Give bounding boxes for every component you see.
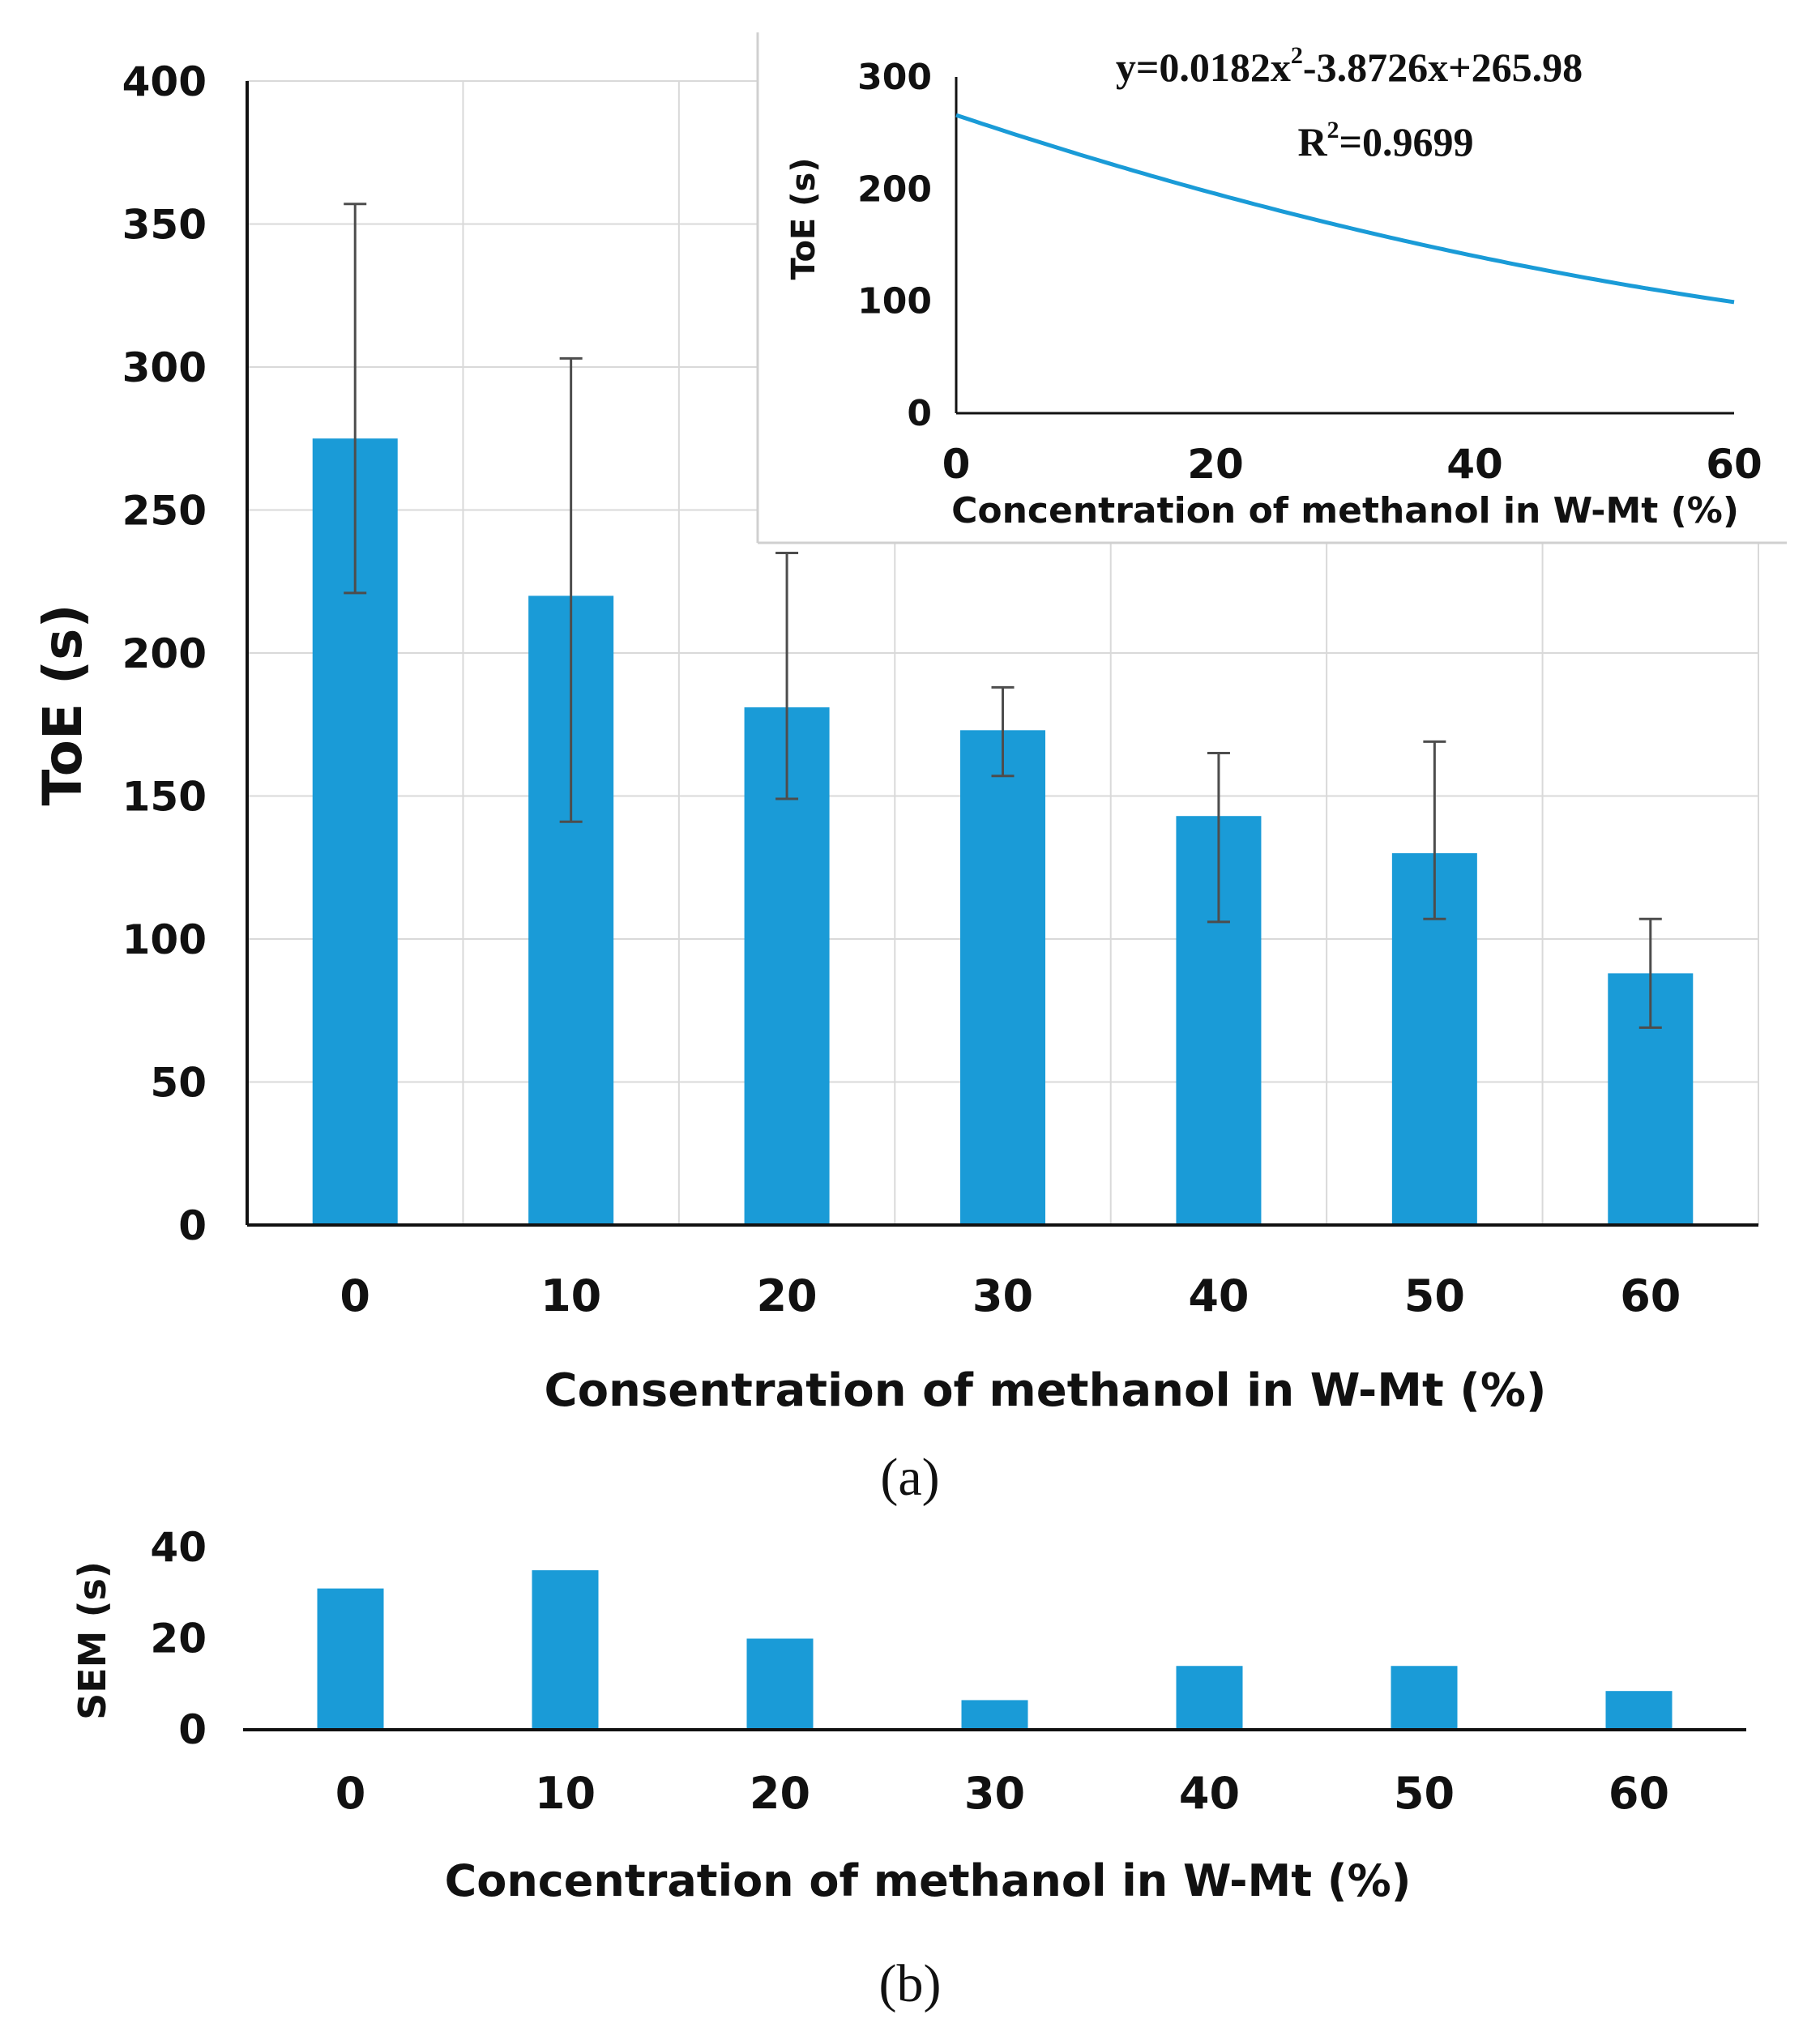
panel-a-y-tick-400: 400 <box>122 58 207 105</box>
inset-x-tick-0: 0 <box>942 441 971 488</box>
inset-y-tick-labels: 0 100 200 300 <box>857 57 932 434</box>
panel-a-y-tick-200: 200 <box>122 630 207 677</box>
panel-a-error-bar-10 <box>559 356 583 823</box>
panel-b-bar-30 <box>961 1700 1028 1730</box>
panel-a-error-bar-40 <box>1207 752 1230 924</box>
panel-b-label: (b) <box>879 1954 942 2013</box>
panel-b-x-tick-60: 60 <box>1609 1768 1669 1819</box>
panel-b-x-tick-30: 30 <box>964 1768 1025 1819</box>
panel-b-bar-40 <box>1176 1666 1243 1730</box>
panel-a-y-tick-350: 350 <box>122 202 207 249</box>
panel-a-error-bar-50 <box>1423 740 1446 920</box>
panel-b-bar-chart: 0 20 40 0 10 20 30 40 50 60 SEM (s) Concentratio… <box>70 1524 1746 2013</box>
panel-a-y-tick-250: 250 <box>122 488 207 535</box>
panel-a-x-axis-label: Consentration of methanol in W-Mt (%) <box>544 1364 1546 1417</box>
panel-b-bar-50 <box>1391 1666 1458 1730</box>
panel-a-error-bar-20 <box>775 551 799 800</box>
panel-b-x-tick-40: 40 <box>1179 1768 1240 1819</box>
panel-a-inset-line-chart: 0 100 200 300 0 20 40 60 ToE (s) Concentration… <box>756 32 1787 544</box>
panel-a-x-tick-60: 60 <box>1620 1270 1681 1321</box>
panel-a-x-tick-30: 30 <box>972 1270 1033 1321</box>
panel-a-error-bar-30 <box>991 685 1015 778</box>
panel-b-y-axis-label: SEM (s) <box>70 1561 114 1720</box>
panel-b-x-tick-20: 20 <box>750 1768 810 1819</box>
panel-b-x-axis-label: Concentration of methanol in W-Mt (%) <box>445 1855 1412 1906</box>
panel-a-error-bar-60 <box>1638 917 1662 1029</box>
panel-a-y-tick-0: 0 <box>178 1202 207 1249</box>
panel-b-bar-0 <box>317 1588 384 1730</box>
panel-b-x-tick-10: 10 <box>535 1768 596 1819</box>
panel-a-y-axis-label: ToE (s) <box>32 604 94 805</box>
inset-x-tick-40: 40 <box>1446 441 1503 488</box>
panel-b-bar-60 <box>1605 1691 1673 1730</box>
inset-fit-curve <box>955 113 1735 305</box>
panel-b-y-tick-0: 0 <box>178 1706 207 1753</box>
panel-a-error-bars <box>344 203 1662 1029</box>
panel-a-y-tick-150: 150 <box>122 774 207 821</box>
panel-b-bars <box>317 1570 1673 1730</box>
panel-a-x-tick-0: 0 <box>340 1270 370 1321</box>
inset-y-tick-200: 200 <box>857 169 932 210</box>
panel-b-y-tick-20: 20 <box>150 1616 207 1663</box>
panel-a-y-tick-labels: 0 50 100 150 200 250 300 350 400 <box>122 58 207 1249</box>
panel-a-x-tick-10: 10 <box>540 1270 601 1321</box>
inset-x-axis-label: Concentration of methanol in W-Mt (%) <box>951 490 1739 531</box>
inset-y-tick-0: 0 <box>907 393 932 434</box>
panel-b-bar-20 <box>746 1638 814 1730</box>
panel-a-x-tick-40: 40 <box>1188 1270 1249 1321</box>
panel-b-bar-10 <box>532 1570 599 1730</box>
inset-x-tick-20: 20 <box>1187 441 1244 488</box>
panel-a-y-tick-50: 50 <box>150 1060 207 1107</box>
panel-a-label: (a) <box>880 1448 939 1507</box>
panel-b-x-tick-labels: 0 10 20 30 40 50 60 <box>335 1768 1669 1819</box>
panel-a-bar-30 <box>960 730 1045 1225</box>
panel-b-x-tick-50: 50 <box>1394 1768 1455 1819</box>
inset-x-tick-60: 60 <box>1706 441 1762 488</box>
inset-equation: y=0.0182x2-3.8726x+265.98 <box>1116 42 1583 90</box>
panel-a-x-tick-labels: 0 10 20 30 40 50 60 <box>340 1270 1681 1321</box>
panel-b-x-tick-0: 0 <box>335 1768 366 1819</box>
panel-a-error-bar-0 <box>344 203 367 595</box>
inset-x-tick-labels: 0 20 40 60 <box>942 441 1762 488</box>
inset-y-tick-100: 100 <box>857 281 932 322</box>
inset-background <box>758 32 1787 543</box>
panel-a-y-tick-100: 100 <box>122 916 207 963</box>
panel-b-y-tick-40: 40 <box>150 1524 207 1571</box>
panel-a-x-tick-50: 50 <box>1404 1270 1465 1321</box>
panel-a-bars <box>312 438 1694 1225</box>
inset-y-tick-300: 300 <box>857 57 932 98</box>
inset-r-squared: R2=0.9699 <box>1297 117 1473 164</box>
panel-b-y-tick-labels: 0 20 40 <box>150 1524 207 1753</box>
inset-y-axis-label: ToE (s) <box>785 157 822 280</box>
panel-a-y-tick-300: 300 <box>122 344 207 391</box>
panel-a-x-tick-20: 20 <box>756 1270 817 1321</box>
